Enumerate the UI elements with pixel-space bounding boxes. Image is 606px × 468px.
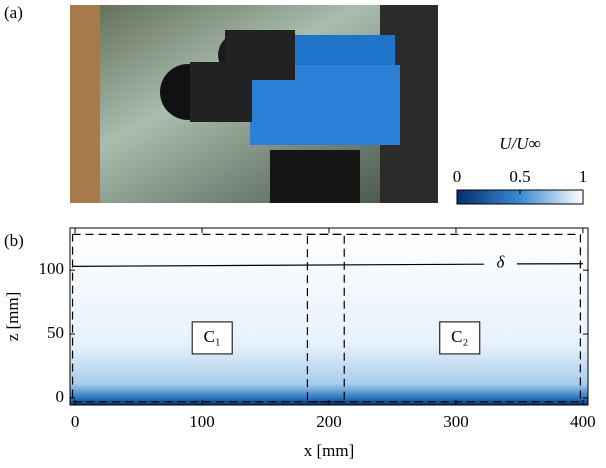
x-tick-label: 300 — [443, 412, 469, 431]
x-tick-label: 100 — [189, 412, 215, 431]
panel-label: (a) — [4, 3, 23, 22]
x-tick-label: 0 — [71, 412, 80, 431]
x-axis-label: x [mm] — [304, 441, 355, 460]
region-label: C₂ — [451, 327, 468, 346]
y-axis-label: z [mm] — [3, 292, 22, 342]
figure: (a) U/U∞ (b) 0 0.5 1 C₁ C₂ δ 0 100 200 300 400 0 50 1… — [0, 0, 606, 468]
region-label: C₁ — [204, 327, 221, 346]
photo — [70, 5, 438, 203]
y-tick-label: 0 — [56, 387, 65, 406]
heatmap — [70, 228, 588, 405]
colorbar-label: U/U∞ — [499, 134, 540, 153]
x-tick-label: 200 — [316, 412, 342, 431]
x-tick-label: 400 — [570, 412, 596, 431]
colorbar-tick-label: 0 — [453, 167, 462, 186]
y-tick-label: 100 — [39, 259, 65, 278]
delta-label: δ — [496, 253, 505, 272]
panel-label: (b) — [4, 231, 24, 250]
colorbar-tick-label: 1 — [579, 167, 588, 186]
y-tick-label: 50 — [47, 323, 64, 342]
colorbar-tick-label: 0.5 — [509, 167, 530, 186]
